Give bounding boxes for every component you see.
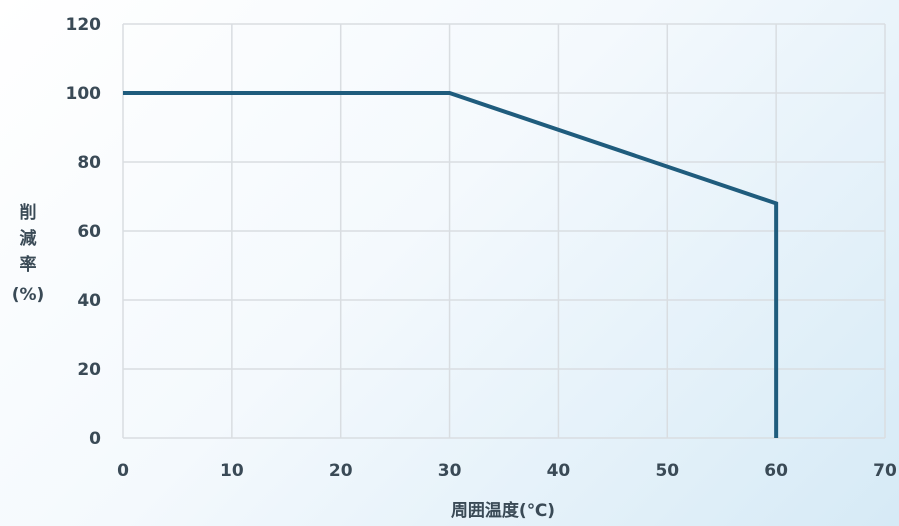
x-axis-title: 周囲温度(℃) [451, 500, 555, 521]
y-axis-title-line: 減 [20, 228, 37, 249]
x-tick-label: 40 [547, 461, 571, 481]
y-axis-ticks: 0 20 40 60 80 100 120 [66, 15, 102, 449]
y-tick-label: 40 [77, 291, 101, 311]
y-tick-label: 80 [77, 153, 101, 173]
x-axis-ticks: 0 10 20 30 40 50 60 70 [117, 461, 897, 481]
x-tick-label: 60 [764, 461, 788, 481]
x-tick-label: 0 [117, 461, 129, 481]
x-tick-label: 70 [873, 461, 897, 481]
x-tick-label: 50 [655, 461, 679, 481]
y-axis-title: 削 減 率 (%) [12, 202, 45, 305]
y-tick-label: 120 [66, 15, 102, 35]
x-tick-label: 10 [220, 461, 244, 481]
y-tick-label: 60 [77, 222, 101, 242]
series-line [123, 91, 779, 438]
x-tick-label: 30 [438, 461, 462, 481]
y-tick-label: 0 [89, 429, 101, 449]
y-axis-title-line: 削 [20, 202, 37, 223]
grid [122, 23, 886, 439]
series-layer [123, 91, 779, 438]
y-axis-title-line: (%) [12, 285, 45, 305]
y-tick-label: 20 [77, 360, 101, 380]
y-axis-title-line: 率 [20, 254, 37, 275]
x-tick-label: 20 [329, 461, 353, 481]
y-tick-label: 100 [66, 84, 102, 104]
